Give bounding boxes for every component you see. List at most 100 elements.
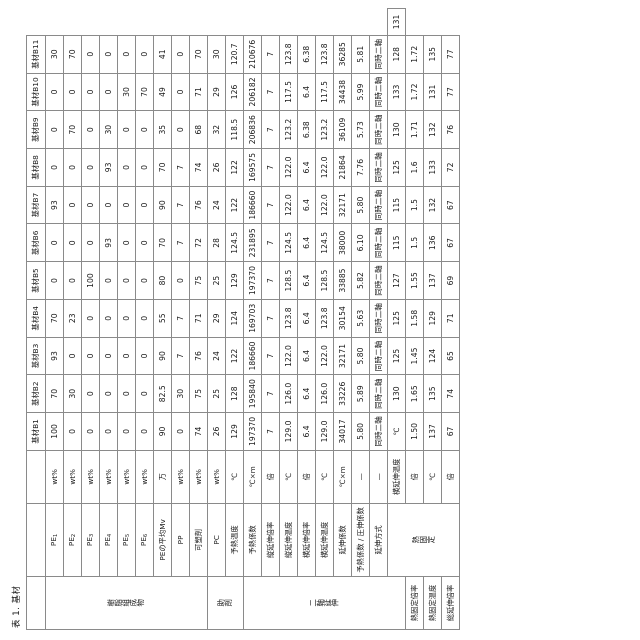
row-label: 縦延伸温度	[279, 503, 298, 577]
cell: 同時二軸	[369, 261, 388, 300]
cell: 137	[423, 412, 442, 451]
cell: 132	[423, 110, 442, 149]
cell: 41	[153, 35, 172, 74]
cell: 129	[225, 412, 244, 451]
row-label: 縦延伸倍率	[261, 503, 280, 577]
cell: 135	[423, 374, 442, 413]
cell: 6.10	[351, 223, 370, 262]
row-group-label-text: 熱固定	[411, 535, 434, 545]
row-group-label-text: 二軸延伸	[308, 598, 339, 608]
table-row: 縦延伸温度 ℃ 129.0 126.0 122.0 123.8 128.5 124.5 122.…	[279, 9, 298, 630]
row-unit: ℃	[315, 450, 334, 504]
row-group-label-text: 助剤	[217, 598, 233, 608]
cell: 122.0	[279, 186, 298, 224]
cell: 1.6	[405, 148, 424, 187]
cell: 122.0	[315, 186, 334, 224]
cell: 6.4	[297, 337, 316, 375]
cell: 34017	[333, 412, 352, 451]
cell: 129.0	[279, 412, 298, 451]
row-label: 予熱温度	[225, 503, 244, 577]
cell: 124	[225, 299, 244, 338]
cell: 0	[99, 374, 118, 413]
column-header-5: 基材B5	[26, 261, 46, 300]
cell: 7	[261, 110, 280, 149]
row-label: 総延伸倍率	[441, 576, 460, 630]
cell: 0	[117, 110, 136, 149]
cell: 7	[261, 148, 280, 187]
cell: 1.5	[405, 223, 424, 262]
cell: 128	[387, 35, 406, 74]
cell: 0	[171, 261, 190, 300]
cell: 30	[45, 35, 64, 74]
cell: 122.0	[315, 337, 334, 375]
cell: 75	[189, 261, 208, 300]
table-row: 縦延伸倍率倍 7 7 7 7 7 7 7 7 7 7 7	[261, 9, 280, 630]
cell: 65	[441, 337, 460, 375]
cell: 7	[261, 223, 280, 262]
cell: 126	[225, 73, 244, 111]
cell: 186660	[243, 337, 262, 375]
row-label: PE1	[45, 503, 64, 577]
row-label: 予熱係数	[243, 503, 262, 577]
row-label: 横延伸倍率	[297, 503, 316, 577]
cell: 0	[117, 374, 136, 413]
cell: 130	[387, 110, 406, 149]
cell: 0	[171, 412, 190, 451]
cell: 115	[387, 223, 406, 262]
cell: 0	[63, 73, 82, 111]
cell: 206836	[243, 110, 262, 149]
table-row: 延伸方式 — 同時二軸 同時二軸 同時二軸 同時二軸 同時二軸 同時二軸 同時二軸 同時二軸 同時二…	[369, 9, 388, 630]
column-header-4: 基材B4	[26, 299, 46, 338]
cell: 210676	[243, 35, 262, 74]
header-unit-corner	[26, 450, 46, 504]
cell: 93	[99, 223, 118, 262]
cell: 32171	[333, 186, 352, 224]
cell: 0	[171, 110, 190, 149]
row-unit: ℃	[387, 412, 406, 451]
cell: 7	[171, 148, 190, 187]
row-label: PEの平均Mv	[153, 503, 172, 577]
cell: 6.4	[297, 148, 316, 187]
table-header: 基材B1 基材B2 基材B3 基材B4 基材B5 基材B6 基材B7 基材B8 基材B9 基材B1…	[26, 9, 46, 630]
cell: 0	[135, 374, 154, 413]
cell: 7.76	[351, 148, 370, 187]
table-row: 可塑剤 wt% 74 75 76 71 75 72 76 74 68 71 70	[189, 9, 208, 630]
cell: 0	[117, 337, 136, 375]
row-label: PE2	[63, 503, 82, 577]
table-row: PP wt% 0 30 7 7 0 7 7 7 0 0 0	[171, 9, 190, 630]
cell: 169575	[243, 148, 262, 187]
cell: 77	[441, 35, 460, 74]
cell: 70	[189, 35, 208, 74]
table-row: 熱固定 横延伸温度 ℃ 130 125 125 127 115 115 125 130 133 128 1…	[387, 8, 460, 630]
column-header-10: 基材B10	[26, 73, 46, 111]
cell: 115	[387, 186, 406, 224]
cell: 0	[135, 223, 154, 262]
cell: 7	[171, 337, 190, 375]
cell: 129.0	[315, 412, 334, 451]
cell: 0	[63, 261, 82, 300]
cell: 25	[207, 374, 226, 413]
cell: 68	[189, 110, 208, 149]
table-row: 樹脂組成物 PE1 wt% 100 70 93 70 0 0 93 0 0 0 30	[45, 9, 208, 630]
cell: 90	[153, 186, 172, 224]
cell: 34438	[333, 73, 352, 111]
row-unit: ℃	[225, 450, 244, 504]
cell: 7	[171, 223, 190, 262]
column-header-7: 基材B7	[26, 186, 46, 224]
cell: 30	[99, 110, 118, 149]
cell: 197370	[243, 261, 262, 300]
cell: 129	[225, 261, 244, 300]
cell: 6.4	[297, 261, 316, 300]
row-unit: wt%	[135, 450, 154, 504]
table-row: 予熱温度 ℃ 129 128 122 124 129 124.5 122 122 118.5 126 1…	[225, 9, 244, 630]
cell: 1.5	[405, 186, 424, 224]
cell: 76	[441, 110, 460, 149]
cell: 23	[63, 299, 82, 338]
cell: 5.82	[351, 261, 370, 300]
cell: 131	[423, 73, 442, 111]
row-group-label-text: 樹脂組成物	[107, 598, 145, 608]
column-header-2: 基材B2	[26, 374, 46, 413]
cell: 70	[63, 35, 82, 74]
cell: 70	[135, 73, 154, 111]
row-unit: wt%	[99, 450, 118, 504]
